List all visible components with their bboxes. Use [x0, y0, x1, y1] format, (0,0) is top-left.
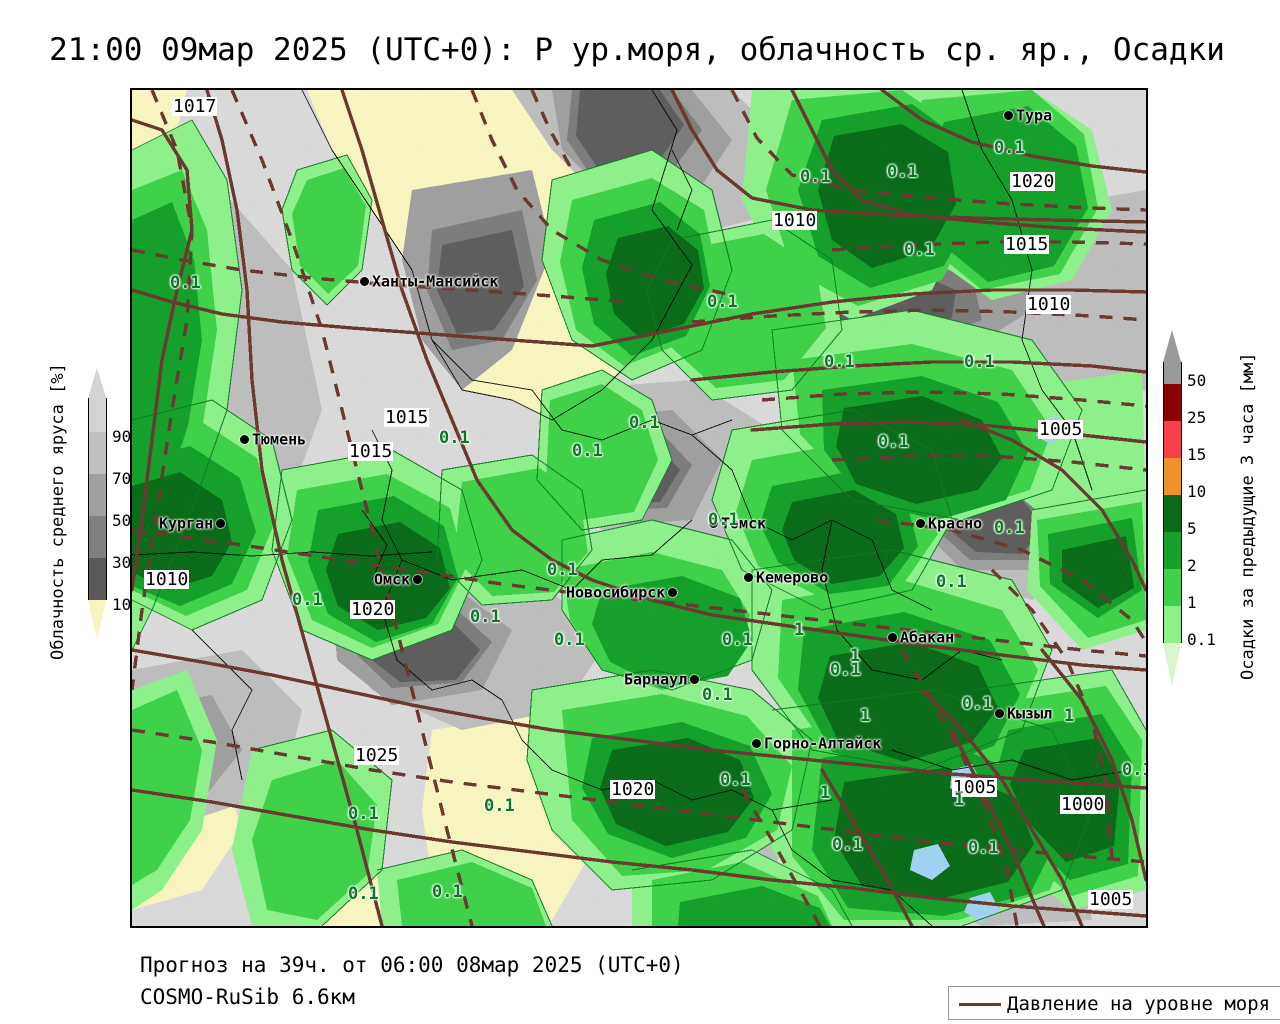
precip-tick: 50 [1187, 371, 1207, 390]
cloud-seg-10 [88, 558, 107, 600]
cloud-tick: 50 [112, 511, 132, 530]
cloud-colorbar: 90 70 50 30 10 [88, 368, 158, 668]
weather-map[interactable]: Тура Ханты-Мансийск Тюмень Курган Омск Т… [130, 88, 1148, 928]
precip-seg-0.1 [1163, 606, 1182, 643]
cloud-seg-30 [88, 516, 107, 558]
forecast-info: Прогноз на 39ч. от 06:00 08мар 2025 (UTC… [140, 953, 684, 977]
cloud-tick: 90 [112, 427, 132, 446]
cloud-colorbar-bar [88, 368, 107, 640]
page-title-text: 21:00 09мар 2025 (UTC+0): P ур.моря, обл… [49, 32, 1225, 68]
cloud-tick: 70 [112, 469, 132, 488]
precip-seg-5 [1163, 495, 1182, 532]
pressure-line-icon [959, 1003, 1001, 1006]
precip-seg-10 [1163, 458, 1182, 495]
cloud-colorbar-bottom-arrow [88, 600, 106, 640]
precip-seg-15 [1163, 421, 1182, 458]
precip-seg-2 [1163, 532, 1182, 569]
precip-colorbar-top-arrow [1163, 330, 1181, 362]
cloud-seg-50 [88, 474, 107, 516]
cloud-tick: 10 [112, 595, 132, 614]
precip-seg-50 [1163, 362, 1182, 384]
cloud-tick: 30 [112, 553, 132, 572]
map-raster [132, 90, 1146, 926]
cloud-seg-90 [88, 398, 107, 432]
page-title: 21:00 09мар 2025 (UTC+0): P ур.моря, обл… [0, 28, 1280, 72]
precip-tick: 5 [1187, 519, 1197, 538]
precip-seg-1 [1163, 569, 1182, 606]
precip-tick: 15 [1187, 445, 1207, 464]
precip-tick: 2 [1187, 556, 1197, 575]
pressure-legend-label: Давление на уровне моря [1007, 993, 1271, 1015]
cloud-colorbar-top-arrow [88, 368, 106, 398]
precip-colorbar-axis-label: Осадки за предыдущие 3 часа [мм] [1238, 352, 1258, 680]
precip-seg-25 [1163, 384, 1182, 421]
precip-tick: 10 [1187, 482, 1207, 501]
cloud-seg-70 [88, 432, 107, 474]
cloud-colorbar-axis-label: Облачность среднего яруса [%] [48, 363, 68, 660]
precip-tick: 25 [1187, 408, 1207, 427]
precip-colorbar: 50 25 15 10 5 2 1 0.1 [1163, 330, 1233, 700]
precip-tick: 1 [1187, 593, 1197, 612]
precip-colorbar-bar [1163, 330, 1182, 687]
precip-tick: 0.1 [1187, 630, 1216, 649]
model-info: COSMO-RuSib 6.6км [140, 985, 355, 1009]
pressure-legend-row: Давление на уровне моря [959, 987, 1271, 1019]
precip-colorbar-bottom-arrow [1163, 643, 1181, 687]
pressure-legend: Давление на уровне моря [948, 986, 1280, 1020]
